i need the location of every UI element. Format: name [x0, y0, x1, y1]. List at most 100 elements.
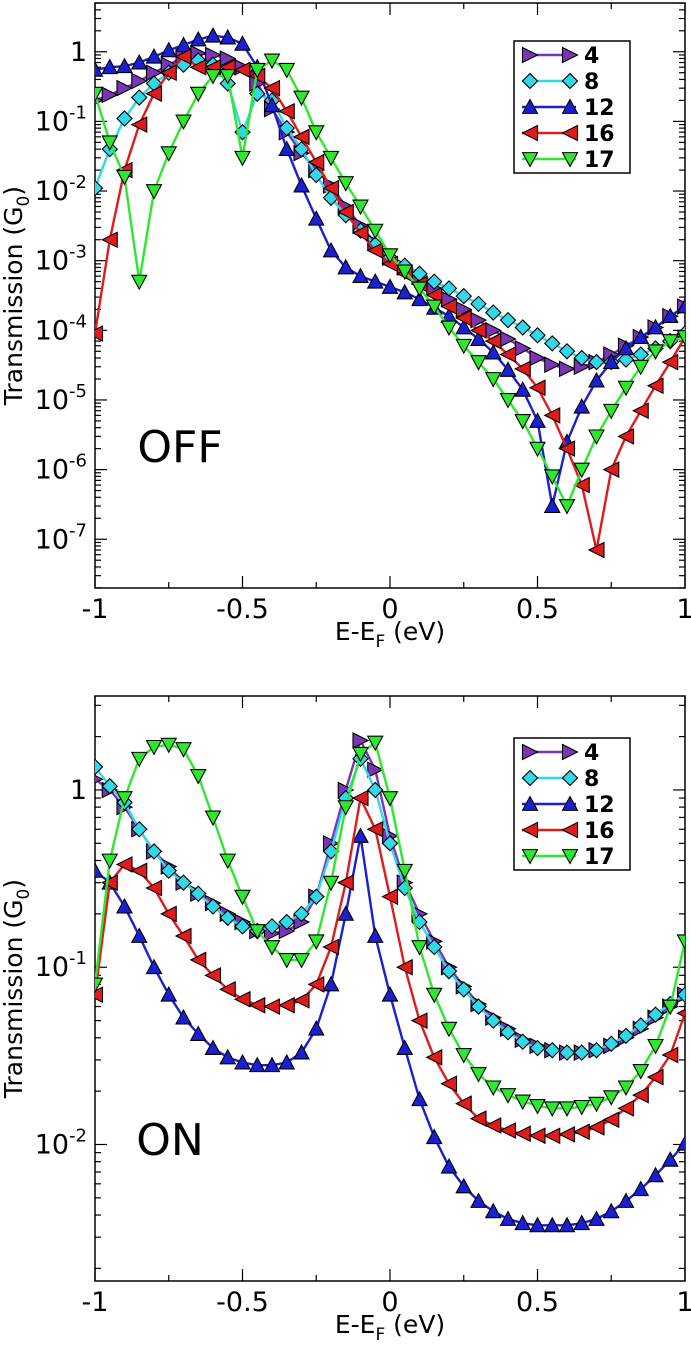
y-axis-label: Transmission (G0) — [0, 186, 34, 406]
series-8-point — [425, 273, 443, 290]
series-16-point — [602, 461, 620, 478]
series-17-point — [130, 751, 148, 768]
series-12-point — [322, 241, 340, 258]
series-4-point — [95, 774, 104, 784]
x-tick-label: -1 — [82, 594, 109, 625]
series-16-point — [543, 1127, 561, 1145]
series-8-point — [440, 962, 458, 980]
series-17-point — [219, 853, 237, 870]
y-tick-label: 10-6 — [35, 451, 87, 486]
legend-marker — [521, 821, 539, 839]
series-16-point — [425, 1049, 443, 1066]
series-12-point — [529, 1216, 546, 1233]
series-17-point — [248, 62, 266, 79]
series-12-point — [411, 1090, 428, 1107]
series-8-point — [514, 1033, 532, 1050]
series-16-point — [101, 874, 118, 892]
series-12-point — [617, 339, 635, 356]
series-12-point — [175, 36, 192, 52]
series-16-point — [204, 966, 222, 984]
series-17-point — [573, 462, 591, 479]
series-12-point — [352, 827, 369, 843]
series-16-point — [101, 231, 118, 249]
series-17-point — [484, 372, 502, 388]
series-8-point — [293, 905, 310, 923]
series-16-point — [351, 224, 369, 242]
panel-on: -1 -0.5 0 0.5 1 1 10-1 10-2 E-EF (eV) Transmissio… — [0, 695, 691, 1345]
series-16-point — [396, 958, 413, 976]
series-17-point — [411, 281, 428, 298]
legend-marker — [521, 743, 539, 761]
series-17-point — [440, 1021, 458, 1038]
x-axis-label: E-EF (eV) — [335, 617, 445, 652]
series-12-point — [647, 1166, 664, 1183]
series-16-point — [160, 905, 177, 923]
series-8-point — [101, 777, 119, 795]
series-12-point — [411, 290, 428, 307]
series-17-point — [514, 414, 532, 430]
series-12-point — [632, 328, 650, 344]
legend-item-16: 16 — [521, 819, 615, 844]
series-16-point — [455, 1095, 472, 1113]
series-12-point — [396, 283, 414, 300]
series-4-point — [529, 349, 547, 367]
legend-marker — [521, 769, 539, 787]
series-8-point — [632, 1017, 650, 1034]
series-17-point — [234, 150, 251, 167]
legend-item-12: 12 — [521, 96, 615, 121]
series-12 — [95, 827, 685, 1233]
series-16-point — [307, 976, 325, 993]
series-17-point — [558, 499, 576, 515]
series-16-point — [587, 541, 605, 559]
series-12-point — [278, 1053, 296, 1070]
series-17-point — [484, 1080, 502, 1097]
legend-marker — [561, 769, 579, 787]
series-12-point — [219, 1048, 237, 1065]
series-17-point — [499, 393, 517, 409]
series-8-point — [499, 1023, 517, 1041]
series-16-point — [514, 360, 531, 378]
series-17-point — [219, 68, 237, 85]
series-12-point — [514, 381, 532, 397]
series-17-point — [293, 90, 310, 107]
series-8-point — [204, 898, 222, 915]
series-17-point — [661, 334, 679, 350]
series-16-point — [646, 1068, 664, 1086]
series-17-point — [543, 1101, 561, 1117]
series-12-point — [307, 1020, 325, 1036]
series-17-point — [116, 169, 133, 186]
y-tick-label: 10-2 — [35, 172, 87, 207]
series-17-point — [95, 86, 104, 103]
series-16-point — [130, 862, 148, 880]
series-8-point — [676, 986, 685, 1003]
series-12-point — [529, 412, 546, 428]
series-16-point — [233, 61, 251, 79]
series-17 — [95, 735, 685, 1117]
series-17 — [95, 53, 685, 515]
legend-marker — [521, 98, 539, 114]
series-17-point — [425, 987, 443, 1004]
series-8-point — [484, 1012, 502, 1029]
series-8-point — [470, 295, 487, 313]
series-12-point — [381, 986, 399, 1002]
series-12-point — [499, 1210, 517, 1226]
series-17-point — [278, 952, 296, 969]
y-tick-label: 10-3 — [35, 242, 87, 277]
legend-item-8: 8 — [521, 767, 599, 792]
series-4-point — [544, 356, 561, 374]
series-16-point — [499, 346, 517, 363]
series-17-point — [95, 977, 104, 994]
series-16-point — [263, 79, 281, 97]
series-16-point — [278, 996, 295, 1014]
legend-marker — [561, 46, 579, 64]
series-17-point — [647, 344, 664, 360]
series-17-point — [366, 223, 384, 240]
series-17-point — [529, 1099, 546, 1115]
series-17-point — [661, 999, 679, 1016]
series-16-point — [646, 377, 664, 395]
series-12-point — [470, 330, 487, 346]
x-tick-label: -1 — [82, 1287, 109, 1318]
series-17-point — [514, 1094, 532, 1111]
series-16-point — [514, 1125, 531, 1143]
